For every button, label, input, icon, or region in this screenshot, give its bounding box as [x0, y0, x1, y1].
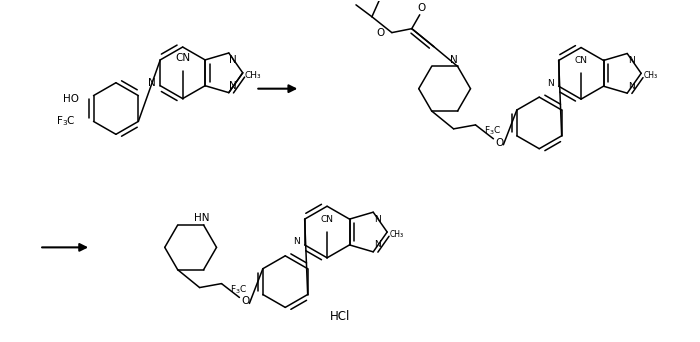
Text: N: N	[374, 215, 381, 224]
Text: CN: CN	[575, 56, 587, 65]
Text: N: N	[449, 55, 458, 65]
Text: CN: CN	[175, 53, 190, 63]
Text: N: N	[148, 78, 156, 88]
Text: HCl: HCl	[330, 310, 350, 323]
Text: HO: HO	[62, 94, 78, 104]
Text: CN: CN	[321, 215, 334, 224]
Text: N: N	[229, 81, 237, 91]
Text: CH₃: CH₃	[245, 71, 261, 80]
Text: O: O	[377, 28, 385, 38]
Text: F$_3$C: F$_3$C	[56, 115, 76, 128]
Text: HN: HN	[194, 213, 209, 223]
Text: O: O	[496, 138, 503, 148]
Text: O: O	[418, 3, 426, 13]
Text: N: N	[229, 55, 237, 65]
Text: N: N	[628, 56, 635, 65]
Text: N: N	[374, 240, 381, 249]
Text: N: N	[628, 82, 635, 91]
Text: F$_3$C: F$_3$C	[484, 124, 501, 137]
Text: O: O	[241, 297, 249, 306]
Text: N: N	[547, 79, 554, 88]
Text: N: N	[293, 237, 300, 247]
Text: CH₃: CH₃	[389, 230, 403, 239]
Text: F$_3$C: F$_3$C	[230, 283, 247, 296]
Text: CH₃: CH₃	[643, 71, 657, 80]
